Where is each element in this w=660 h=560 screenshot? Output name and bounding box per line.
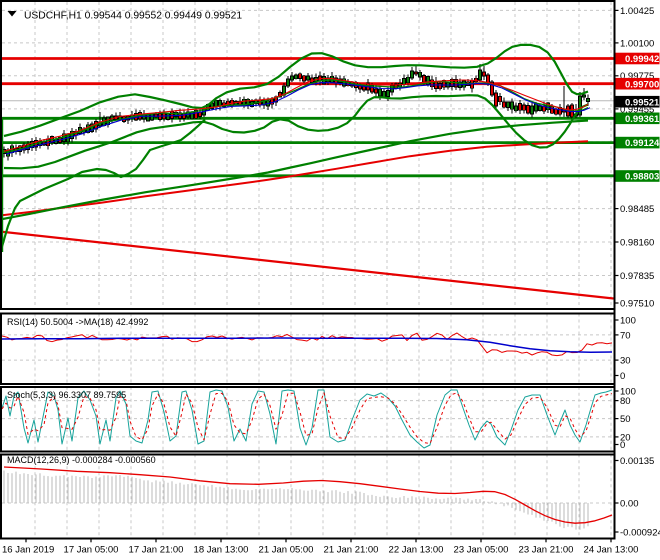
svg-text:MACD(12,26,9) -0.000284 -0.000: MACD(12,26,9) -0.000284 -0.000560 — [7, 455, 156, 465]
svg-text:0.00: 0.00 — [620, 498, 639, 509]
svg-text:0.99942: 0.99942 — [625, 54, 659, 65]
svg-text:0.99124: 0.99124 — [625, 138, 660, 149]
svg-text:70: 70 — [620, 330, 631, 341]
svg-text:23 Jan 21:00: 23 Jan 21:00 — [519, 545, 574, 556]
svg-text:1.00100: 1.00100 — [620, 38, 654, 49]
svg-text:1.00425: 1.00425 — [620, 6, 654, 17]
svg-text:USDCHF,H1 0.99544 0.99552 0.9: USDCHF,H1 0.99544 0.99552 0.99449 0.9952… — [24, 10, 242, 21]
svg-text:17 Jan 05:00: 17 Jan 05:00 — [64, 545, 119, 556]
svg-text:0.99700: 0.99700 — [625, 79, 659, 90]
svg-text:22 Jan 13:00: 22 Jan 13:00 — [389, 545, 444, 556]
svg-text:0.97835: 0.97835 — [620, 271, 654, 282]
svg-text:0: 0 — [620, 440, 625, 451]
svg-text:Stoch(5,3,3) 96.3307 89.7595: Stoch(5,3,3) 96.3307 89.7595 — [7, 390, 126, 400]
svg-text:0.99521: 0.99521 — [625, 97, 660, 108]
svg-text:0.99455: 0.99455 — [620, 104, 654, 115]
svg-text:21 Jan 21:00: 21 Jan 21:00 — [324, 545, 379, 556]
svg-text:-0.000924: -0.000924 — [620, 527, 660, 538]
svg-text:0.00135: 0.00135 — [620, 456, 654, 467]
svg-text:100: 100 — [620, 315, 636, 326]
svg-text:0: 0 — [620, 371, 625, 382]
svg-text:30: 30 — [620, 356, 631, 367]
svg-text:80: 80 — [620, 396, 631, 407]
svg-text:24 Jan 13:00: 24 Jan 13:00 — [584, 545, 639, 556]
svg-text:0.98160: 0.98160 — [620, 237, 654, 248]
svg-text:16 Jan 2019: 16 Jan 2019 — [2, 545, 54, 556]
svg-text:0.98485: 0.98485 — [620, 204, 654, 215]
svg-text:0.98803: 0.98803 — [625, 172, 659, 183]
svg-text:18 Jan 13:00: 18 Jan 13:00 — [194, 545, 249, 556]
svg-text:RSI(14) 50.5004 ->MA(18) 42.4: RSI(14) 50.5004 ->MA(18) 42.4992 — [7, 317, 148, 327]
svg-text:100: 100 — [620, 386, 636, 397]
svg-text:0.97510: 0.97510 — [620, 298, 654, 309]
svg-text:21 Jan 05:00: 21 Jan 05:00 — [259, 545, 314, 556]
svg-text:0.99775: 0.99775 — [620, 71, 654, 82]
svg-text:20: 20 — [620, 432, 631, 443]
svg-text:17 Jan 21:00: 17 Jan 21:00 — [129, 545, 184, 556]
svg-text:23 Jan 05:00: 23 Jan 05:00 — [454, 545, 509, 556]
svg-text:0.99361: 0.99361 — [625, 114, 660, 125]
svg-text:50: 50 — [620, 414, 631, 425]
